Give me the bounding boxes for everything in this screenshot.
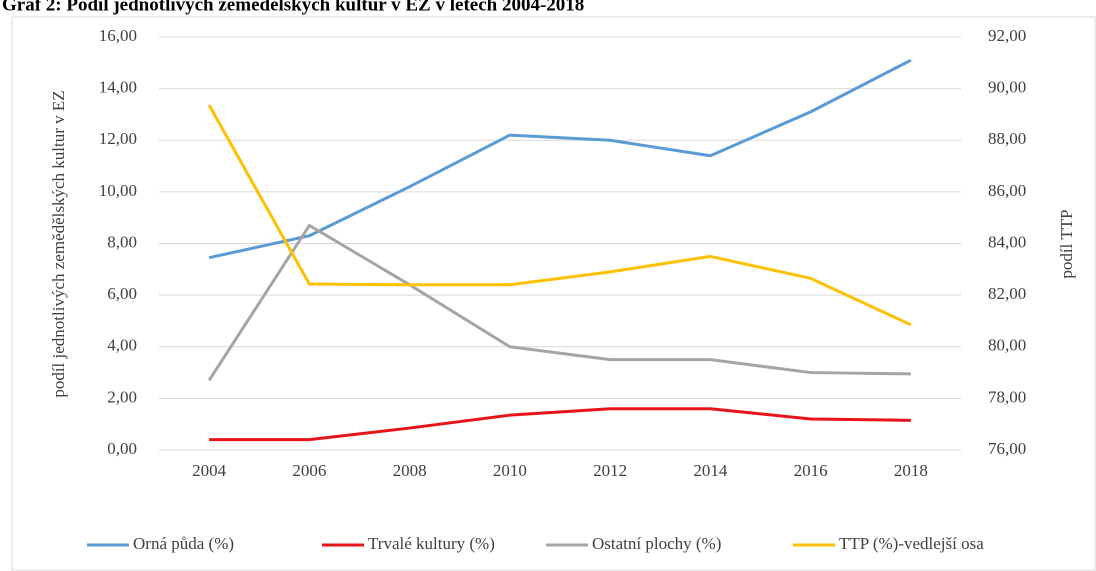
y-axis-label: podíl jednotlivých zemědělských kultur v…	[49, 90, 68, 397]
x-tick-label: 2010	[493, 461, 527, 480]
y2-tick-label: 90,00	[988, 78, 1026, 97]
y2-tick-label: 92,00	[988, 26, 1026, 45]
legend-label: Orná půda (%)	[133, 534, 234, 553]
legend-label: Ostatní plochy (%)	[592, 534, 721, 553]
y2-axis-label: podíl TTP	[1057, 209, 1076, 278]
y2-tick-label: 80,00	[988, 336, 1026, 355]
x-tick-label: 2008	[393, 461, 427, 480]
x-tick-label: 2016	[794, 461, 828, 480]
series-line	[208, 58, 912, 260]
y-tick-label: 16,00	[99, 26, 137, 45]
y-tick-label: 4,00	[107, 336, 137, 355]
chart-border	[11, 16, 1096, 571]
x-tick-label: 2012	[593, 461, 627, 480]
y-tick-label: 6,00	[107, 284, 137, 303]
x-tick-label: 2018	[894, 461, 928, 480]
y-tick-label: 14,00	[99, 78, 137, 97]
x-tick-label: 2004	[192, 461, 227, 480]
y2-tick-label: 78,00	[988, 387, 1026, 406]
y2-tick-label: 76,00	[988, 439, 1026, 458]
series-line	[209, 407, 911, 442]
y2-tick-label: 88,00	[988, 129, 1026, 148]
x-tick-label: 2006	[292, 461, 326, 480]
y-tick-label: 0,00	[107, 439, 137, 458]
legend-label: Trvalé kultury (%)	[368, 534, 495, 553]
series-line	[207, 104, 912, 327]
x-tick-label: 2014	[693, 461, 728, 480]
y-tick-label: 8,00	[107, 232, 137, 251]
legend-label: TTP (%)-vedlejší osa	[839, 534, 984, 553]
chart-title: Graf 2: Podíl jednotlivých zemědělských …	[2, 0, 584, 15]
y2-tick-label: 84,00	[988, 232, 1026, 251]
series-line	[207, 223, 911, 382]
y-tick-label: 10,00	[99, 181, 137, 200]
y2-tick-label: 82,00	[988, 284, 1026, 303]
y-tick-label: 12,00	[99, 129, 137, 148]
y-tick-label: 2,00	[107, 387, 137, 406]
y2-tick-label: 86,00	[988, 181, 1026, 200]
